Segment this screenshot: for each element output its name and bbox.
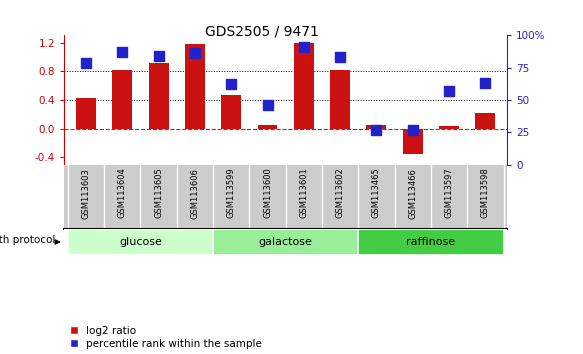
Point bbox=[481, 80, 490, 86]
Bar bbox=[149, 63, 168, 129]
Bar bbox=[185, 44, 205, 129]
Point bbox=[299, 44, 308, 50]
Bar bbox=[403, 129, 423, 154]
Point bbox=[190, 51, 199, 56]
Text: GSM113605: GSM113605 bbox=[154, 168, 163, 218]
Legend: log2 ratio, percentile rank within the sample: log2 ratio, percentile rank within the s… bbox=[69, 326, 262, 349]
Text: GSM113598: GSM113598 bbox=[481, 168, 490, 218]
Text: GSM113601: GSM113601 bbox=[299, 168, 308, 218]
Point bbox=[154, 53, 163, 59]
Text: glucose: glucose bbox=[119, 237, 162, 247]
Text: galactose: galactose bbox=[259, 237, 312, 247]
Bar bbox=[221, 95, 241, 129]
Bar bbox=[213, 229, 359, 255]
Point bbox=[408, 127, 417, 132]
Text: growth protocol: growth protocol bbox=[0, 235, 55, 245]
Point bbox=[118, 49, 127, 55]
Point bbox=[372, 127, 381, 132]
Text: GSM113604: GSM113604 bbox=[118, 168, 127, 218]
Bar bbox=[113, 70, 132, 129]
Bar bbox=[359, 229, 504, 255]
Bar bbox=[294, 43, 314, 129]
Point bbox=[81, 60, 90, 65]
Bar bbox=[439, 126, 459, 129]
Point bbox=[444, 88, 454, 94]
Bar bbox=[367, 125, 387, 129]
Text: raffinose: raffinose bbox=[406, 237, 455, 247]
Text: GSM113599: GSM113599 bbox=[227, 168, 236, 218]
Text: GSM113606: GSM113606 bbox=[191, 168, 199, 219]
Text: GSM113466: GSM113466 bbox=[408, 168, 417, 219]
Point bbox=[335, 55, 345, 60]
Point bbox=[263, 102, 272, 108]
Text: GSM113597: GSM113597 bbox=[445, 168, 454, 218]
Point bbox=[227, 82, 236, 87]
Text: GSM113600: GSM113600 bbox=[263, 168, 272, 218]
Text: GSM113603: GSM113603 bbox=[82, 168, 90, 219]
Bar bbox=[76, 98, 96, 129]
Bar bbox=[258, 125, 278, 129]
Text: GDS2505 / 9471: GDS2505 / 9471 bbox=[205, 25, 319, 39]
Text: GSM113602: GSM113602 bbox=[336, 168, 345, 218]
Bar bbox=[475, 113, 496, 129]
Bar bbox=[68, 229, 213, 255]
Bar bbox=[330, 70, 350, 129]
Text: GSM113465: GSM113465 bbox=[372, 168, 381, 218]
